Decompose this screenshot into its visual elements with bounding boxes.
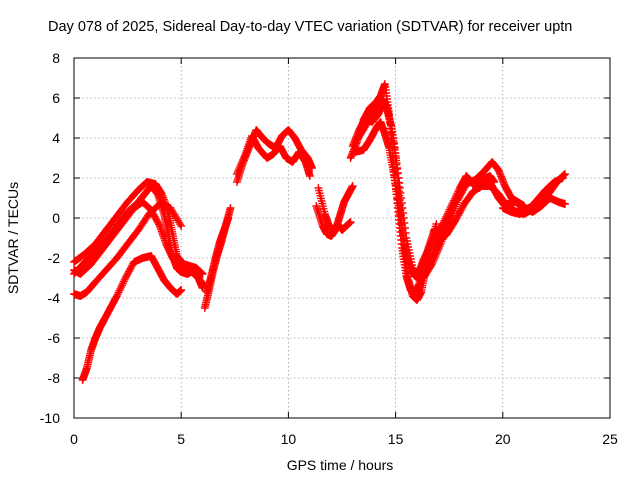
data-point (224, 214, 233, 222)
x-tick-label: 15 (388, 431, 404, 447)
data-point (305, 172, 314, 180)
x-tick-label: 25 (602, 431, 618, 447)
axis-tick-labels: 0 5 10 15 20 25 -10 -8 -6 -4 -2 0 2 4 6 8 (40, 50, 618, 447)
data-point (558, 174, 567, 182)
series-trace-3 (70, 198, 207, 288)
data-point (226, 204, 235, 212)
y-tick-label: 6 (52, 90, 60, 106)
data-point (348, 182, 357, 190)
x-axis-label: GPS time / hours (287, 457, 394, 473)
series-trace-20 (503, 194, 569, 216)
grid-lines (74, 58, 610, 418)
data-points (70, 80, 569, 384)
series-trace-5 (78, 252, 186, 384)
y-tick-label: -6 (48, 330, 61, 346)
y-axis-label: SDTVAR / TECUs (5, 182, 21, 294)
data-point (198, 270, 207, 278)
y-tick-label: 0 (52, 210, 60, 226)
y-tick-label: 4 (52, 130, 60, 146)
plot-frame (73, 57, 611, 419)
series-trace-11 (314, 184, 355, 234)
data-point (177, 286, 186, 294)
x-tick-label: 0 (70, 431, 78, 447)
x-tick-label: 5 (177, 431, 185, 447)
data-point (432, 220, 441, 228)
data-point (346, 218, 355, 226)
y-tick-label: -8 (48, 370, 61, 386)
chart-title: Day 078 of 2025, Sidereal Day-to-day VTE… (48, 19, 572, 35)
series-trace-19 (498, 174, 567, 218)
axis-ticks (73, 57, 611, 419)
x-tick-label: 10 (281, 431, 297, 447)
series-trace-1 (70, 182, 207, 292)
y-tick-label: -2 (48, 250, 61, 266)
y-tick-label: 8 (52, 50, 60, 66)
data-point (177, 222, 186, 230)
data-point (561, 200, 569, 208)
series-trace-9 (233, 132, 314, 180)
series-trace-16 (419, 158, 529, 282)
y-tick-label: -10 (40, 410, 60, 426)
y-tick-label: 2 (52, 170, 60, 186)
y-tick-label: -4 (48, 290, 61, 306)
x-tick-label: 20 (495, 431, 511, 447)
data-point (561, 170, 569, 178)
series-trace-4 (70, 200, 186, 300)
series-trace-7 (203, 214, 233, 296)
data-point (198, 280, 207, 288)
